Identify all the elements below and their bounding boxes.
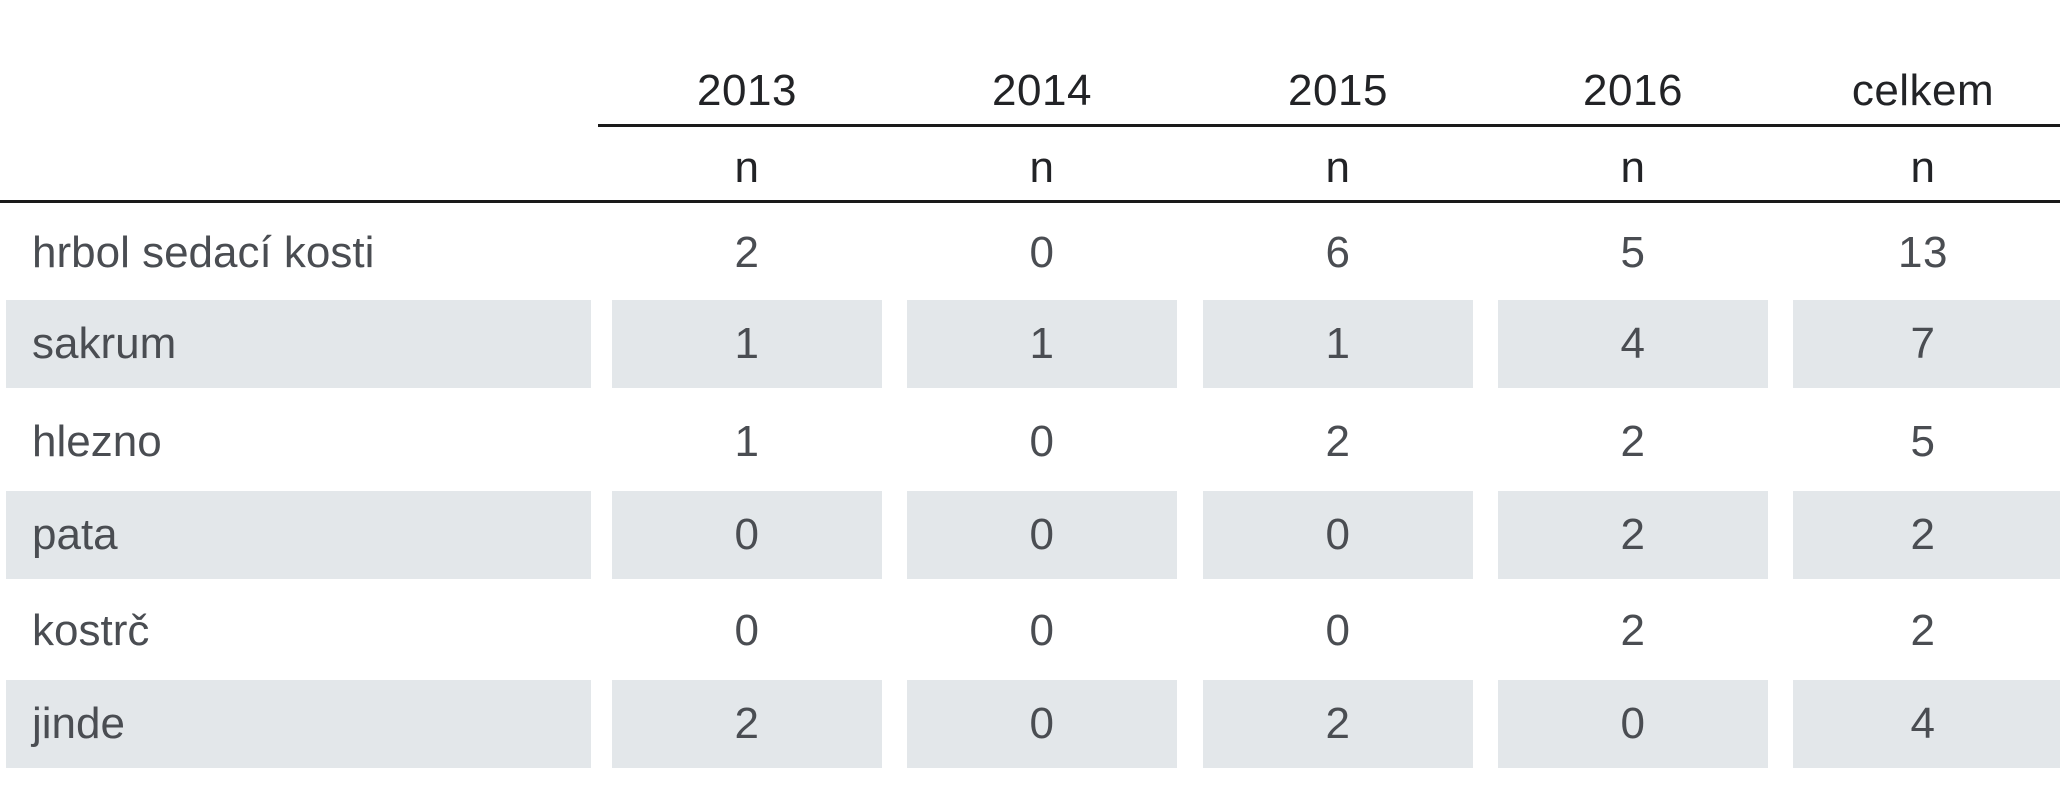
- row-shade: [612, 680, 882, 768]
- table-cell: 0: [1029, 417, 1055, 466]
- row-shade: [1203, 491, 1473, 579]
- row-shade: [1793, 300, 2060, 388]
- header-years-row: 2013 2014 2015 2016 celkem: [0, 55, 2060, 127]
- table-cell: 5: [1620, 228, 1646, 277]
- table-cell: 2: [1910, 510, 1936, 559]
- table-cell: 2: [1620, 417, 1646, 466]
- row-shade: [1498, 491, 1768, 579]
- row-shade: [612, 300, 882, 388]
- header-units-row: n n n n n: [0, 132, 2060, 204]
- row-shade: [6, 300, 591, 388]
- row-label: pata: [32, 510, 118, 559]
- table-cell: 0: [1325, 510, 1351, 559]
- row-shade: [1203, 680, 1473, 768]
- header-unit: n: [1910, 143, 1936, 192]
- row-shade: [1498, 300, 1768, 388]
- header-year-2013: 2013: [697, 66, 797, 115]
- header-divider: [598, 124, 2060, 127]
- row-shade: [1793, 680, 2060, 768]
- row-shade: [907, 300, 1177, 388]
- row-shade: [1793, 491, 2060, 579]
- table-cell: 1: [1325, 319, 1351, 368]
- table-cell: 0: [1029, 510, 1055, 559]
- row-shade: [1498, 680, 1768, 768]
- table-cell: 5: [1910, 417, 1936, 466]
- table-cell: 2: [1620, 606, 1646, 655]
- row-shade: [907, 491, 1177, 579]
- table-cell: 2: [1620, 510, 1646, 559]
- header-bottom-rule: [0, 200, 2060, 203]
- row-label: kostrč: [32, 606, 150, 655]
- row-shade: [6, 680, 591, 768]
- table-cell: 0: [1029, 228, 1055, 277]
- header-unit: n: [734, 143, 760, 192]
- table-cell: 13: [1898, 228, 1948, 277]
- table-cell: 4: [1910, 699, 1936, 748]
- table-cell: 2: [1325, 699, 1351, 748]
- row-label: hlezno: [32, 417, 162, 466]
- table-cell: 4: [1620, 319, 1646, 368]
- table-row: kostrč 0 0 0 2 2: [0, 587, 2060, 675]
- table-row: hlezno 1 0 2 2 5: [0, 398, 2060, 486]
- row-shade: [6, 491, 591, 579]
- header-unit: n: [1029, 143, 1055, 192]
- row-label: sakrum: [32, 319, 177, 368]
- table-cell: 1: [1029, 319, 1055, 368]
- header-year-2014: 2014: [992, 66, 1092, 115]
- table-cell: 1: [734, 319, 760, 368]
- table-cell: 1: [734, 417, 760, 466]
- table-cell: 0: [1029, 699, 1055, 748]
- table-cell: 7: [1910, 319, 1936, 368]
- header-year-2015: 2015: [1288, 66, 1388, 115]
- table-cell: 0: [734, 606, 760, 655]
- table-cell: 6: [1325, 228, 1351, 277]
- table-cell: 2: [734, 699, 760, 748]
- table-row: hrbol sedací kosti 2 0 6 5 13: [0, 209, 2060, 297]
- row-label: jinde: [32, 699, 125, 748]
- table-cell: 2: [1325, 417, 1351, 466]
- row-label: hrbol sedací kosti: [32, 228, 375, 277]
- header-unit: n: [1620, 143, 1646, 192]
- row-shade: [1203, 300, 1473, 388]
- table-row: jinde 2 0 2 0 4: [0, 680, 2060, 768]
- table-cell: 0: [1620, 699, 1646, 748]
- header-unit: n: [1325, 143, 1351, 192]
- table-cell: 2: [734, 228, 760, 277]
- row-shade: [907, 680, 1177, 768]
- table-cell: 0: [734, 510, 760, 559]
- table-cell: 0: [1029, 606, 1055, 655]
- table-row: pata 0 0 0 2 2: [0, 491, 2060, 579]
- table-cell: 2: [1910, 606, 1936, 655]
- header-total: celkem: [1851, 66, 1995, 115]
- table-row: sakrum 1 1 1 4 7: [0, 300, 2060, 388]
- table-cell: 0: [1325, 606, 1351, 655]
- row-shade: [612, 491, 882, 579]
- header-year-2016: 2016: [1583, 66, 1683, 115]
